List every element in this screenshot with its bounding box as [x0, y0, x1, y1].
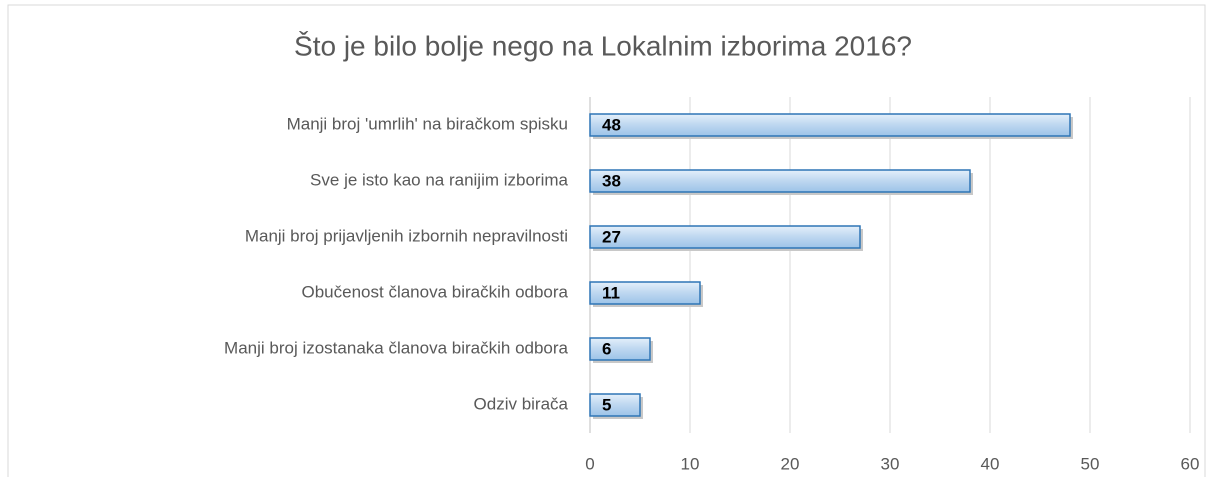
bar: [589, 113, 1071, 137]
bar: [589, 225, 861, 249]
y-tick-label: Manji broj prijavljenih izbornih nepravi…: [245, 226, 568, 245]
x-tick-label: 60: [1181, 454, 1200, 473]
data-label: 5: [602, 395, 611, 414]
x-tick-label: 10: [681, 454, 700, 473]
x-tick-label: 40: [981, 454, 1000, 473]
data-label: 11: [602, 283, 620, 302]
y-tick-label: Manji broj 'umrlih' na biračkom spisku: [287, 114, 568, 133]
bar: [589, 169, 971, 193]
x-tick-label: 0: [585, 454, 594, 473]
x-tick-label: 30: [881, 454, 900, 473]
data-label: 38: [602, 171, 621, 190]
x-tick-label: 20: [781, 454, 800, 473]
y-tick-label: Sve je isto kao na ranijim izborima: [310, 170, 568, 189]
data-label: 6: [602, 339, 611, 358]
data-label: 48: [602, 115, 621, 134]
y-tick-label: Manji broj izostanaka članova biračkih o…: [224, 338, 569, 357]
bar: [589, 337, 651, 361]
chart-title: Što je bilo bolje nego na Lokalnim izbor…: [294, 30, 912, 61]
bar: [589, 393, 641, 417]
bar: [589, 281, 701, 305]
data-label: 27: [602, 227, 621, 246]
y-tick-label: Obučenost članova biračkih odbora: [302, 282, 569, 301]
x-tick-label: 50: [1081, 454, 1100, 473]
y-tick-label: Odziv birača: [474, 394, 569, 413]
